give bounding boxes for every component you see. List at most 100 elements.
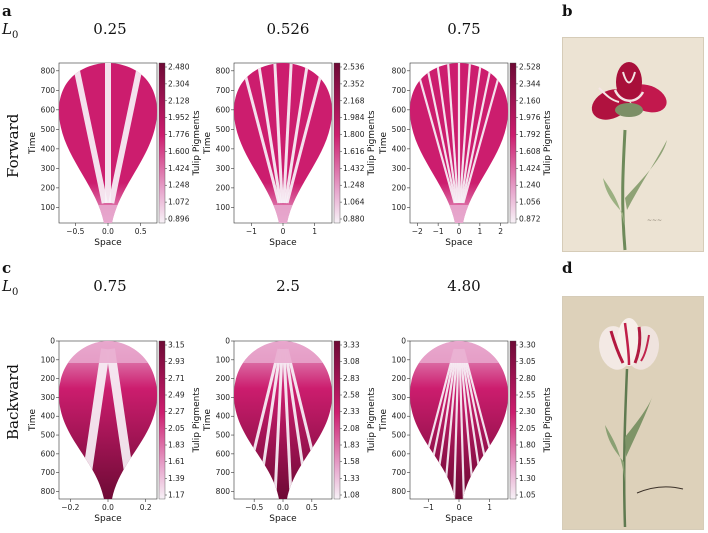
colorbar — [158, 340, 166, 500]
l0-value: 4.80 — [447, 277, 481, 295]
y-axis-label: Time — [379, 409, 389, 432]
colorbar-tick-label: 3.33 — [343, 341, 360, 350]
y-tick-label: 200 — [216, 374, 231, 383]
x-tick-label: −1 — [246, 227, 257, 236]
y-tick-label: 500 — [216, 431, 231, 440]
x-axis-label: Space — [94, 514, 122, 524]
x-tick-label: −2 — [412, 227, 423, 236]
heatmap-chart: 100 200 300 400 500 600 700 800 −0.5 0.0 0.5 Space T… — [28, 62, 202, 249]
l0-value: 0.25 — [93, 20, 127, 38]
x-tick-label: 2 — [498, 227, 503, 236]
colorbar-label: Tulip Pigments — [543, 387, 553, 453]
y-tick-label: 500 — [392, 125, 407, 134]
y-tick-label: 400 — [41, 144, 56, 153]
colorbar-tick-label: 2.160 — [519, 96, 541, 105]
colorbar-tick-label: 3.08 — [343, 357, 360, 366]
heatmap-chart: 0 100 200 300 400 500 600 700 800 −0.2 0.0 0.2 Space… — [28, 337, 202, 525]
x-tick-label: 1 — [487, 503, 492, 512]
x-axis-label: Space — [445, 238, 473, 248]
colorbar-tick-label: 2.128 — [168, 96, 190, 105]
colorbar-label: Tulip Pigments — [367, 110, 377, 176]
y-tick-label: 100 — [41, 355, 56, 364]
y-tick-label: 600 — [392, 105, 407, 114]
heatmap-chart: 0 100 200 300 400 500 600 700 800 −1 0 1 Space Time 3.… — [379, 337, 553, 525]
y-tick-label: 200 — [392, 374, 407, 383]
colorbar-tick-label: 0.872 — [519, 215, 541, 224]
x-tick-label: 0.2 — [140, 503, 152, 512]
y-tick-label: 700 — [392, 468, 407, 477]
y-tick-label: 500 — [216, 125, 231, 134]
y-tick-label: 600 — [392, 449, 407, 458]
l0-label-top: L0 — [2, 20, 19, 41]
colorbar-label: Tulip Pigments — [192, 387, 202, 453]
l0-value: 0.526 — [266, 20, 310, 38]
y-tick-label: 300 — [41, 393, 56, 402]
row-label-backward: Backward — [4, 363, 22, 440]
colorbar — [158, 62, 166, 224]
colorbar-tick-label: 2.80 — [519, 374, 536, 383]
colorbar-tick-label: 1.072 — [168, 198, 190, 207]
x-tick-label: −1 — [423, 503, 434, 512]
y-tick-label: 300 — [216, 393, 231, 402]
colorbar-tick-label: 2.58 — [343, 391, 360, 400]
colorbar-tick-label: 0.896 — [168, 215, 190, 224]
y-tick-label: 800 — [392, 66, 407, 75]
panel-letter-b: b — [562, 2, 573, 20]
y-axis-label: Time — [28, 132, 38, 155]
y-tick-label: 300 — [216, 164, 231, 173]
colorbar-label: Tulip Pigments — [543, 110, 553, 176]
colorbar-label: Tulip Pigments — [367, 387, 377, 453]
colorbar-tick-label: 2.304 — [168, 79, 190, 88]
svg-text:~~~: ~~~ — [647, 217, 662, 224]
colorbar-tick-label: 2.30 — [519, 407, 536, 416]
colorbar-tick-label: 1.608 — [519, 147, 541, 156]
y-tick-label: 100 — [216, 355, 231, 364]
y-axis-label: Time — [203, 409, 213, 432]
x-axis-label: Space — [94, 238, 122, 248]
y-tick-label: 200 — [41, 183, 56, 192]
x-tick-label: 0 — [457, 503, 462, 512]
y-tick-label: 0 — [50, 337, 55, 346]
y-tick-label: 200 — [392, 183, 407, 192]
colorbar-tick-label: 2.05 — [168, 424, 185, 433]
colorbar-tick-label: 1.056 — [519, 198, 541, 207]
x-tick-label: 0 — [457, 227, 462, 236]
x-tick-label: 0.5 — [135, 227, 147, 236]
colorbar-tick-label: 1.80 — [519, 441, 536, 450]
l0-value: 2.5 — [276, 277, 300, 295]
tulip-painting-b: ~~~ — [562, 37, 704, 252]
l0-label-bottom: L0 — [2, 277, 19, 298]
y-tick-label: 700 — [41, 468, 56, 477]
colorbar-tick-label: 2.27 — [168, 407, 185, 416]
y-tick-label: 400 — [392, 144, 407, 153]
y-tick-label: 200 — [216, 183, 231, 192]
y-tick-label: 200 — [41, 374, 56, 383]
panel-letter-d: d — [562, 259, 573, 277]
y-tick-label: 400 — [216, 412, 231, 421]
x-tick-label: 0.0 — [102, 503, 114, 512]
colorbar-tick-label: 1.432 — [343, 164, 365, 173]
colorbar-tick-label: 1.976 — [519, 113, 541, 122]
colorbar-tick-label: 1.248 — [168, 181, 190, 190]
x-tick-label: −0.5 — [66, 227, 84, 236]
colorbar-tick-label: 2.05 — [519, 424, 536, 433]
y-axis-label: Time — [379, 132, 389, 155]
y-tick-label: 300 — [392, 164, 407, 173]
y-tick-label: 100 — [392, 355, 407, 364]
colorbar-tick-label: 1.83 — [343, 441, 360, 450]
y-tick-label: 800 — [41, 66, 56, 75]
y-tick-label: 300 — [41, 164, 56, 173]
colorbar-tick-label: 1.30 — [519, 474, 536, 483]
colorbar-tick-label: 1.424 — [168, 164, 190, 173]
colorbar-label: Tulip Pigments — [192, 110, 202, 176]
colorbar-tick-label: 1.33 — [343, 474, 360, 483]
x-axis-label: Space — [445, 514, 473, 524]
colorbar-tick-label: 1.064 — [343, 198, 365, 207]
colorbar-tick-label: 3.30 — [519, 341, 536, 350]
colorbar-tick-label: 2.55 — [519, 391, 536, 400]
y-tick-label: 800 — [41, 487, 56, 496]
l0-value: 0.75 — [447, 20, 481, 38]
colorbar-tick-label: 1.792 — [519, 130, 541, 139]
y-tick-label: 700 — [392, 86, 407, 95]
x-tick-label: −1 — [433, 227, 444, 236]
